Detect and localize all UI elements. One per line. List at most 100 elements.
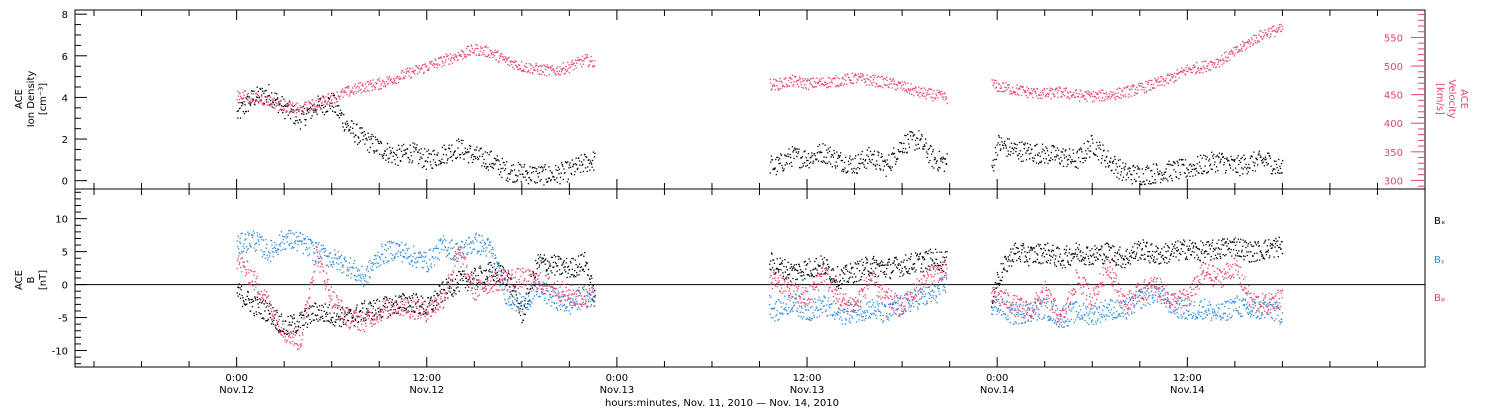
bottom-point (257, 303, 259, 305)
top-point (1143, 180, 1145, 183)
top-point (1030, 149, 1033, 151)
bottom-point (336, 313, 338, 315)
bottom-point (881, 264, 883, 266)
top-point (785, 155, 787, 157)
bottom-point (934, 264, 936, 266)
top-point (430, 164, 432, 166)
bottom-point (838, 281, 841, 283)
top-left-tick-label: 8 (62, 10, 68, 21)
top-point (865, 77, 867, 80)
bottom-point (911, 267, 913, 269)
top-point (812, 77, 815, 79)
top-point (781, 167, 784, 169)
top-point (1059, 163, 1061, 165)
top-point (1199, 72, 1201, 74)
top-point (1172, 77, 1174, 79)
top-point (437, 63, 439, 65)
top-point (482, 52, 484, 54)
top-point (286, 110, 288, 112)
top-point (1074, 166, 1076, 168)
bottom-point (1017, 251, 1019, 253)
top-point (940, 93, 942, 96)
top-point (1130, 179, 1132, 181)
top-point (473, 155, 475, 158)
top-point (878, 85, 881, 87)
top-point (1131, 183, 1133, 185)
top-point (1004, 140, 1006, 142)
bottom-point (1223, 255, 1226, 257)
top-point (1176, 73, 1178, 75)
bottom-point (1167, 250, 1169, 252)
bottom-point (1100, 245, 1103, 247)
bottom-point (302, 324, 304, 326)
top-point (1105, 96, 1107, 98)
top-point (1219, 160, 1222, 162)
bottom-point (560, 258, 562, 260)
bottom-point (929, 266, 931, 268)
top-left-tick-label: 4 (62, 93, 68, 104)
top-point (781, 82, 783, 84)
top-point (1006, 138, 1009, 140)
top-point (299, 119, 301, 121)
bottom-point (1202, 261, 1204, 264)
bottom-point (1175, 250, 1178, 252)
bottom-point (362, 307, 364, 309)
top-point (392, 155, 394, 157)
top-point (1279, 30, 1282, 32)
top-point (383, 154, 385, 156)
top-point (996, 154, 999, 156)
top-point (1095, 97, 1097, 100)
bottom-point (242, 250, 245, 252)
top-point (573, 62, 576, 64)
bottom-point (902, 261, 904, 263)
top-point (785, 77, 787, 79)
bottom-point (491, 266, 494, 269)
bottom-point (244, 303, 246, 305)
top-point (861, 150, 863, 153)
top-point (862, 158, 864, 160)
bottom-point (1219, 253, 1221, 255)
bottom-point (833, 278, 835, 280)
bottom-point (461, 277, 463, 280)
top-point (269, 105, 271, 107)
bottom-point (1264, 241, 1266, 243)
bottom-point (256, 232, 258, 234)
top-point (488, 54, 490, 56)
bottom-point (1159, 251, 1162, 253)
top-point (523, 164, 526, 166)
top-point (324, 101, 326, 103)
top-point (434, 58, 436, 60)
top-point (1128, 167, 1130, 169)
bottom-point (357, 321, 360, 323)
top-point (433, 149, 435, 151)
bottom-point (1096, 252, 1098, 254)
top-point (927, 93, 929, 95)
bottom-point (1192, 247, 1194, 249)
top-point (461, 49, 463, 51)
top-point (377, 140, 379, 142)
top-point (440, 57, 442, 59)
top-point (1120, 174, 1122, 176)
top-point (1153, 87, 1156, 89)
top-point (898, 82, 900, 84)
top-point (1210, 61, 1212, 64)
top-point (852, 170, 855, 172)
top-point (1022, 160, 1024, 162)
top-point (1263, 34, 1265, 36)
top-point (785, 83, 787, 85)
bottom-point (1163, 259, 1165, 261)
top-point (1141, 88, 1143, 91)
top-point (946, 102, 948, 105)
top-point (349, 93, 351, 95)
top-point (1115, 163, 1117, 165)
top-point (1106, 162, 1109, 165)
top-point (1243, 43, 1245, 45)
top-point (540, 178, 542, 181)
top-point (466, 152, 468, 154)
bottom-point (538, 258, 540, 260)
bottom-point (428, 303, 430, 305)
bottom-point (1191, 250, 1193, 253)
top-point (1263, 157, 1265, 159)
top-point (335, 105, 337, 107)
bottom-point (494, 269, 496, 271)
